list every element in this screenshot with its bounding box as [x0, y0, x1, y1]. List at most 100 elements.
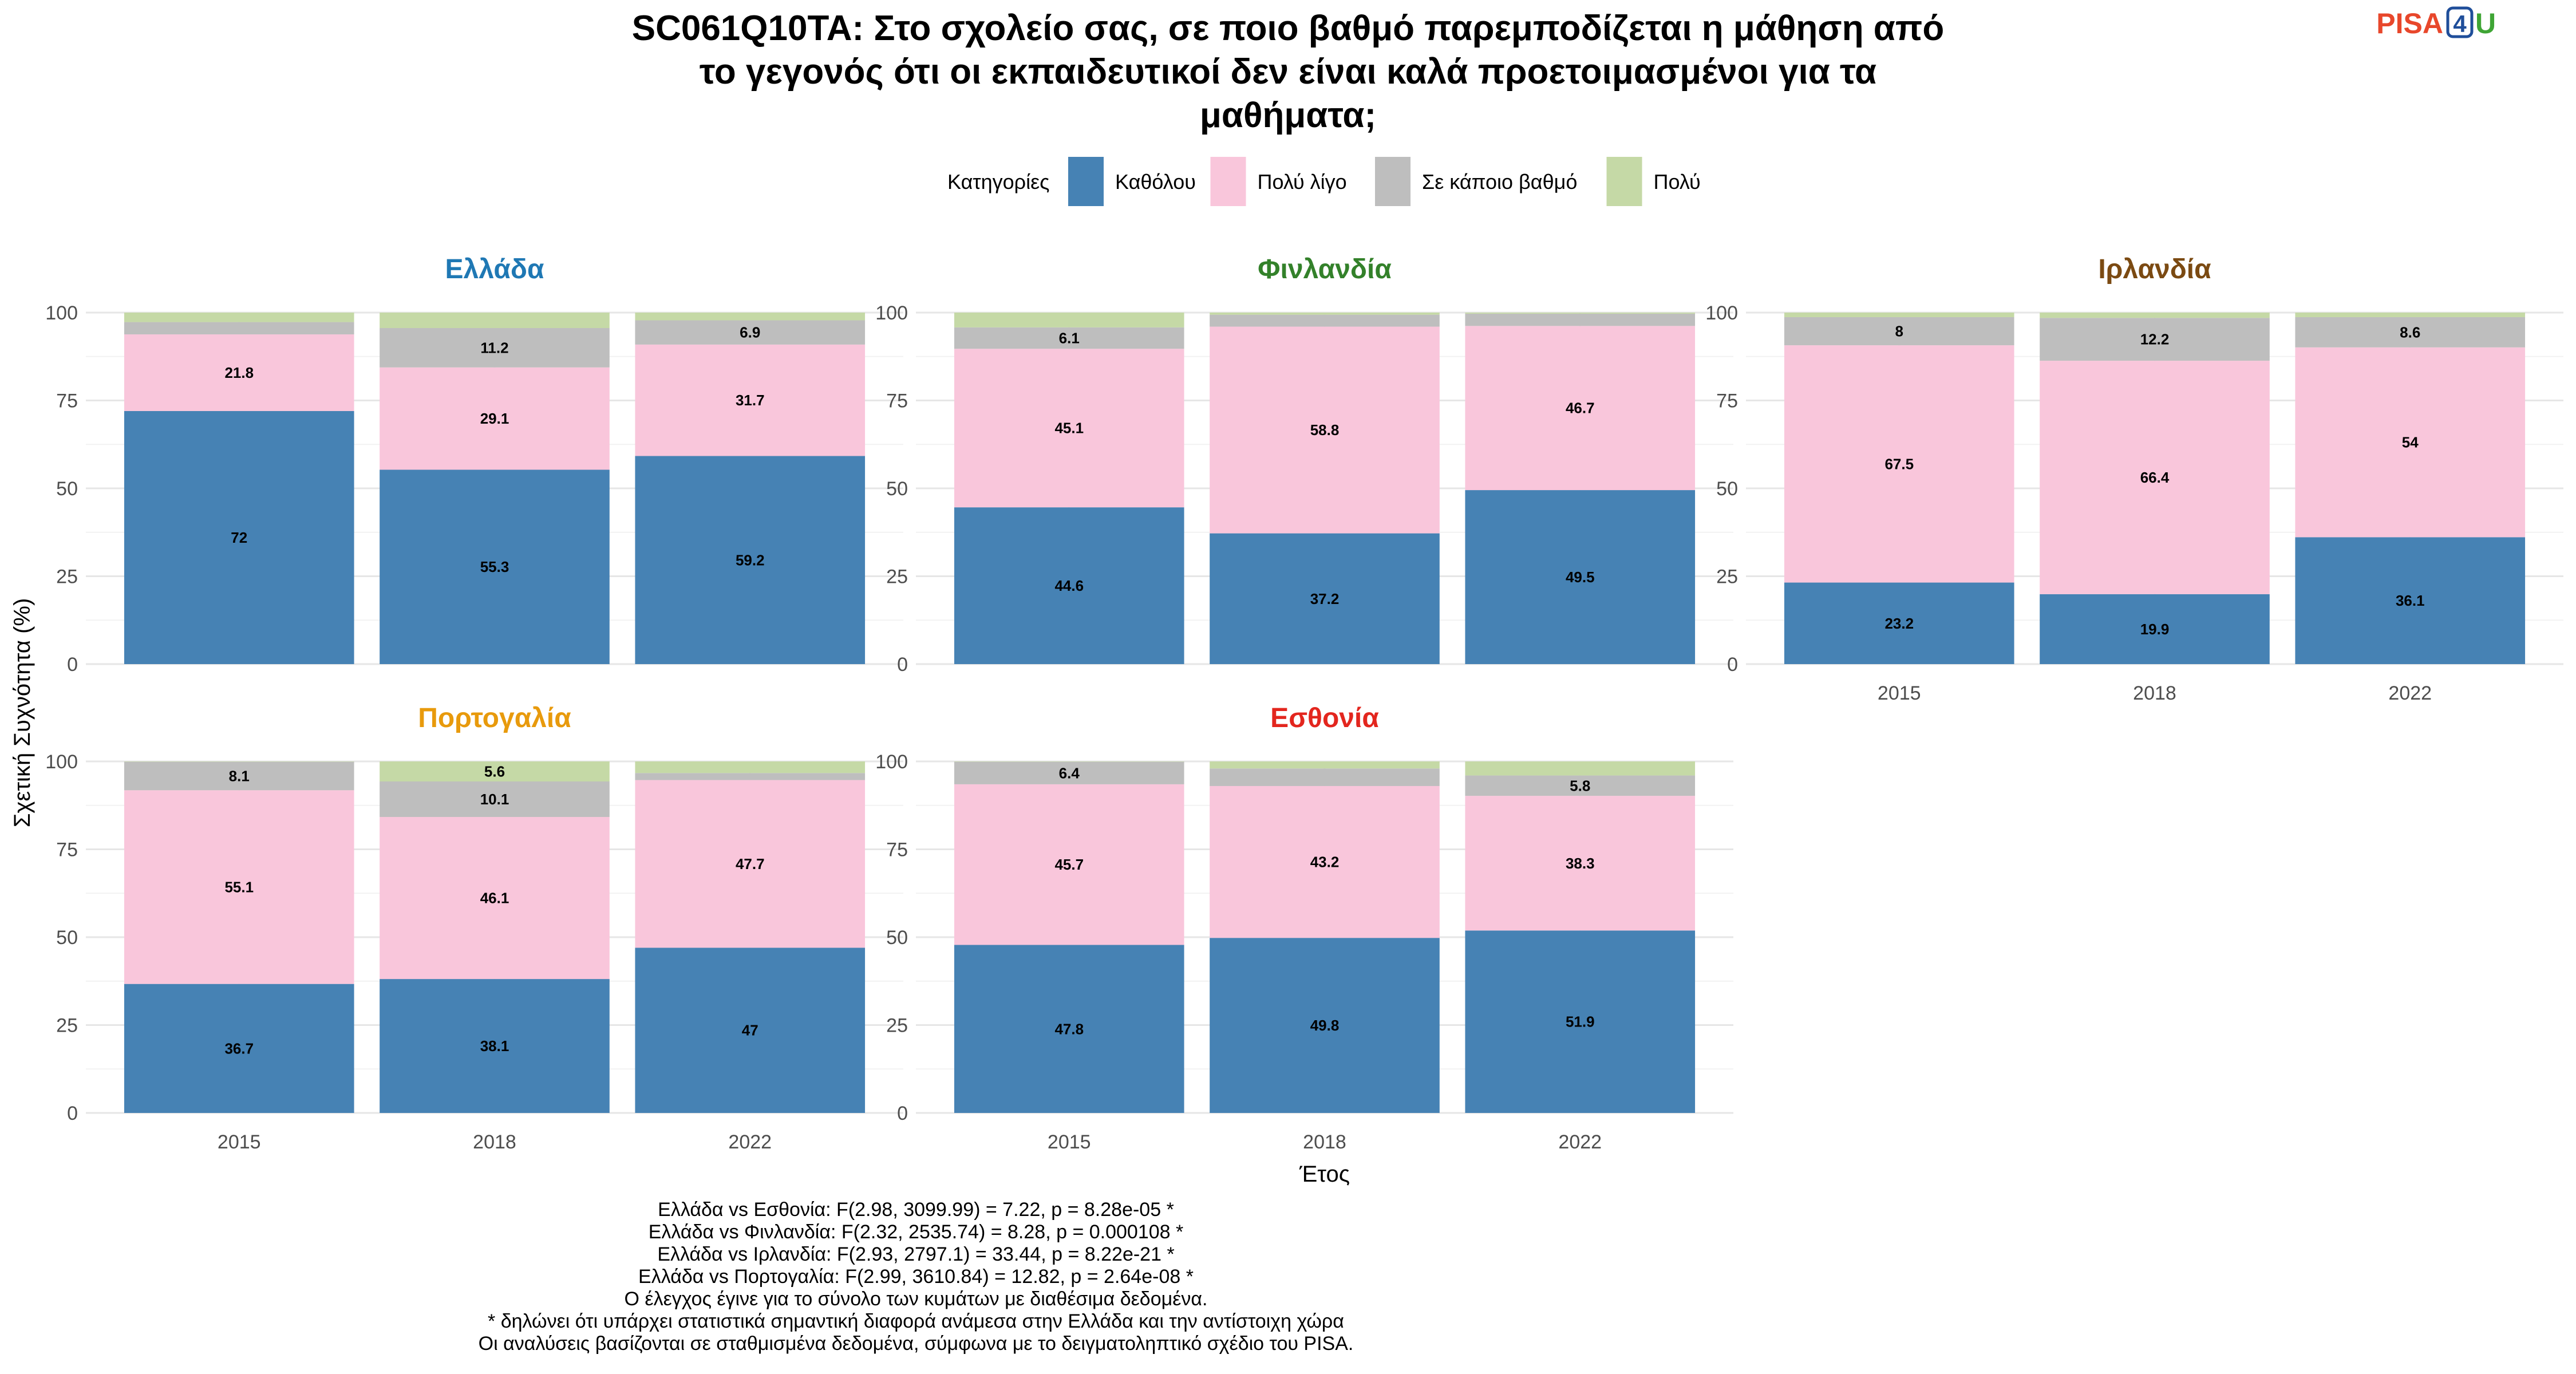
bar-segment-label: 12.2: [2140, 331, 2170, 348]
y-tick-label: 50: [56, 927, 78, 949]
bar-segment: [954, 313, 1184, 327]
bar-segment: [1210, 533, 1440, 664]
bar-segment-label: 46.1: [480, 890, 509, 907]
x-tick-label: 2022: [728, 1131, 772, 1153]
y-tick-label: 100: [45, 302, 78, 324]
panel-title: Φινλανδία: [1258, 254, 1392, 285]
bar-segment-label: 36.7: [224, 1040, 254, 1057]
x-axis-title: Έτος: [1299, 1162, 1350, 1187]
panel-0: 0 25 50 75 100 Ελλάδα 72 21.8 55.3 29.1 11.2 59.2 31…: [45, 254, 903, 676]
bar-segment: [2040, 318, 2270, 361]
bar-segment: [380, 817, 610, 980]
bar-segment-label: 54: [2402, 434, 2419, 451]
bar-segment: [635, 780, 866, 948]
bar-segment: [1210, 314, 1440, 327]
bar-segment-label: 45.1: [1054, 420, 1084, 437]
bar-segment: [380, 328, 610, 368]
bar-segment-label: 6.9: [740, 324, 760, 341]
bar-segment: [635, 773, 866, 780]
y-tick-label: 50: [886, 478, 908, 500]
bar-segment-label: 36.1: [2396, 592, 2425, 609]
panel-title: Πορτογαλία: [418, 703, 571, 733]
bar-segment-label: 6.4: [1059, 764, 1080, 781]
x-tick-label: 2018: [473, 1131, 516, 1153]
y-tick-label: 100: [45, 751, 78, 773]
caption-line-1: Ελλάδα vs Φινλανδία: F(2.32, 2535.74) = …: [649, 1221, 1184, 1243]
logo-digit: 4: [2453, 10, 2467, 37]
y-tick-label: 100: [875, 751, 908, 773]
bar-segment-label: 21.8: [224, 364, 254, 381]
bar-segment-label: 31.7: [736, 392, 765, 409]
y-tick-label: 0: [897, 654, 908, 676]
y-tick-label: 0: [67, 1103, 78, 1124]
bar-segment: [2040, 594, 2270, 664]
bar-segment-label: 67.5: [1884, 455, 1914, 472]
bar-segment: [124, 334, 354, 411]
bar-segment: [380, 469, 610, 664]
bar-segment: [954, 327, 1184, 349]
bar-segment-label: 10.1: [480, 791, 509, 808]
bar-segment: [124, 410, 354, 664]
y-tick-label: 0: [67, 654, 78, 676]
bar-segment-label: 55.3: [480, 558, 509, 575]
legend-swatch-1: [1210, 157, 1246, 206]
y-tick-label: 25: [56, 566, 78, 588]
bar-segment-label: 11.2: [480, 339, 508, 356]
caption-line-0: Ελλάδα vs Εσθονία: F(2.98, 3099.99) = 7.…: [658, 1199, 1174, 1221]
panel-1: 0 25 50 75 100 Φινλανδία 44.6 45.1 6.1 37.2 58.8 49…: [875, 254, 1733, 676]
bar-segment: [1784, 317, 2014, 346]
panel-2: 0 25 50 75 100 Ιρλανδία 23.2 67.5 8 2015 19.9 66.4 1…: [1705, 254, 2563, 704]
bar-segment: [1465, 490, 1696, 664]
y-tick-label: 25: [886, 1015, 908, 1037]
bar-segment: [1465, 313, 1696, 326]
y-tick-label: 0: [1727, 654, 1738, 676]
chart-title-line-3: μαθήματα;: [1200, 96, 1376, 135]
y-tick-label: 75: [886, 390, 908, 412]
legend-label-0: Καθόλου: [1115, 170, 1196, 194]
pisa4u-logo: PISA 4 U: [2376, 6, 2496, 40]
bar-segment: [1784, 313, 2014, 317]
bar-segment-label: 37.2: [1310, 590, 1340, 607]
legend-label-3: Πολύ: [1654, 170, 1701, 194]
bar-segment: [1210, 313, 1440, 315]
bar-segment: [380, 367, 610, 470]
bar-segment: [2295, 537, 2526, 664]
bar-segment: [1210, 761, 1440, 769]
caption-line-2: Ελλάδα vs Ιρλανδία: F(2.93, 2797.1) = 33…: [657, 1243, 1174, 1265]
y-tick-label: 25: [1716, 566, 1738, 588]
legend: Κατηγορίες Καθόλου Πολύ λίγο Σε κάποιο βαθμ…: [947, 157, 1701, 206]
bar-segment-label: 38.1: [480, 1037, 509, 1055]
bar-segment: [635, 320, 866, 345]
y-tick-label: 100: [1705, 302, 1738, 324]
bar-segment-label: 44.6: [1054, 577, 1084, 594]
bar-segment-label: 47.8: [1054, 1020, 1084, 1037]
bar-segment-label: 5.8: [1570, 777, 1590, 794]
bar-segment: [954, 761, 1184, 784]
x-tick-label: 2022: [1558, 1131, 1602, 1153]
chart-title-line-1: SC061Q10TA: Στο σχολείο σας, σε ποιο βαθ…: [632, 9, 1945, 48]
bar-segment: [954, 784, 1184, 945]
caption-line-3: Ελλάδα vs Πορτογαλία: F(2.99, 3610.84) =…: [638, 1266, 1194, 1288]
bar-segment-label: 45.7: [1054, 856, 1084, 873]
caption: Ελλάδα vs Εσθονία: F(2.98, 3099.99) = 7.…: [479, 1199, 1354, 1355]
x-tick-label: 2015: [1048, 1131, 1091, 1153]
y-tick-label: 25: [886, 566, 908, 588]
bar-segment: [1465, 775, 1696, 796]
x-tick-label: 2018: [2133, 682, 2176, 704]
y-tick-label: 0: [897, 1103, 908, 1124]
bar-segment: [380, 761, 610, 781]
chart-title-line-2: το γεγονός ότι οι εκπαιδευτικοί δεν είνα…: [700, 52, 1876, 92]
bar-segment: [124, 313, 354, 322]
logo-letter: U: [2475, 7, 2496, 40]
bar-segment: [380, 979, 610, 1113]
y-tick-label: 50: [56, 478, 78, 500]
caption-line-5: * δηλώνει ότι υπάρχει στατιστικά σημαντι…: [488, 1310, 1344, 1332]
bar-segment-label: 49.8: [1310, 1017, 1340, 1034]
bar-segment: [1210, 785, 1440, 938]
legend-label-2: Σε κάποιο βαθμό: [1422, 170, 1577, 194]
panel-3: 0 25 50 75 100 Πορτογαλία 36.7 55.1 8.1 2015 38.1 4…: [45, 703, 903, 1153]
logo-digit-box: [2446, 6, 2474, 38]
panel-title: Εσθονία: [1270, 703, 1379, 733]
bar-segment: [124, 322, 354, 335]
